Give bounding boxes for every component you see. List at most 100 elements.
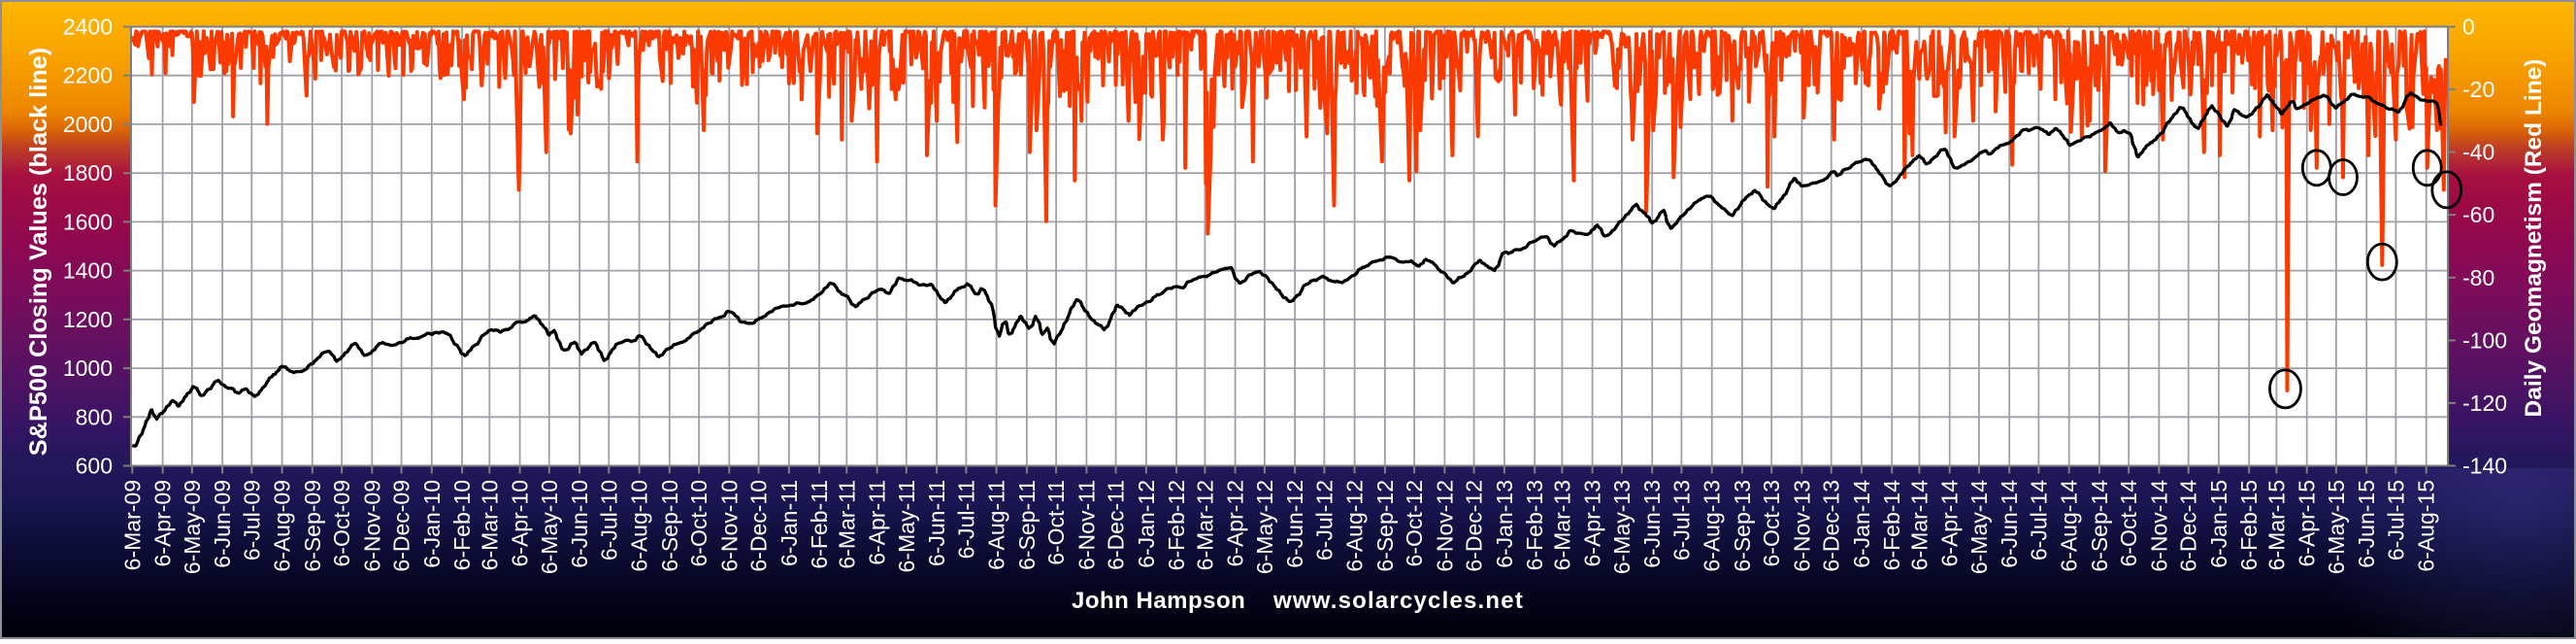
svg-text:6-Aug-14: 6-Aug-14 [2057,480,2082,572]
svg-text:0: 0 [2462,15,2475,40]
svg-text:6-Oct-13: 6-Oct-13 [1759,480,1784,566]
svg-text:6-Mar-12: 6-Mar-12 [1192,480,1217,570]
svg-text:6-Apr-13: 6-Apr-13 [1580,480,1605,566]
svg-text:6-Feb-12: 6-Feb-12 [1164,480,1189,570]
svg-text:6-Oct-12: 6-Oct-12 [1402,480,1427,566]
svg-text:6-Apr-10: 6-Apr-10 [508,480,533,566]
svg-text:-120: -120 [2462,390,2507,416]
svg-text:6-Oct-09: 6-Oct-09 [329,480,354,566]
svg-text:6-May-11: 6-May-11 [894,480,919,572]
svg-text:6-May-14: 6-May-14 [1966,480,1992,574]
svg-text:6-Feb-14: 6-Feb-14 [1879,480,1904,571]
svg-text:6-May-10: 6-May-10 [537,480,562,574]
svg-text:6-Jul-12: 6-Jul-12 [1311,480,1337,560]
svg-text:6-Aug-15: 6-Aug-15 [2414,480,2439,572]
svg-text:6-Nov-09: 6-Nov-09 [359,480,384,572]
svg-text:2200: 2200 [63,63,113,88]
svg-text:6-Jun-11: 6-Jun-11 [924,480,949,566]
svg-text:6-Jul-10: 6-Jul-10 [596,480,621,560]
svg-text:6-Oct-10: 6-Oct-10 [686,480,711,566]
svg-text:6-Feb-13: 6-Feb-13 [1522,480,1547,570]
svg-text:6-Aug-11: 6-Aug-11 [984,480,1009,570]
svg-text:6-Mar-15: 6-Mar-15 [2263,480,2289,570]
svg-text:6-Aug-09: 6-Aug-09 [270,480,295,572]
svg-text:6-Dec-09: 6-Dec-09 [389,480,414,572]
svg-text:6-May-15: 6-May-15 [2324,480,2349,574]
svg-text:6-Aug-10: 6-Aug-10 [627,480,652,572]
svg-text:6-Jan-14: 6-Jan-14 [1849,480,1874,568]
svg-text:S&P500 Closing Values (black l: S&P500 Closing Values (black line) [25,48,52,456]
svg-text:600: 600 [76,454,113,479]
svg-text:1400: 1400 [63,258,113,284]
svg-text:6-Dec-12: 6-Dec-12 [1462,480,1487,572]
svg-text:www.solarcycles.net: www.solarcycles.net [1272,588,1524,614]
svg-text:6-Sep-10: 6-Sep-10 [657,480,682,572]
svg-text:6-May-13: 6-May-13 [1609,480,1635,574]
svg-text:-20: -20 [2462,77,2494,102]
svg-text:6-Aug-12: 6-Aug-12 [1342,480,1368,572]
svg-text:6-Jan-12: 6-Jan-12 [1134,480,1159,568]
svg-text:6-Mar-13: 6-Mar-13 [1549,480,1574,570]
svg-text:6-Apr-09: 6-Apr-09 [150,480,176,566]
svg-text:6-Sep-11: 6-Sep-11 [1014,480,1040,570]
svg-text:6-Apr-15: 6-Apr-15 [2295,480,2320,566]
svg-text:6-Dec-13: 6-Dec-13 [1819,480,1844,572]
svg-text:-100: -100 [2462,327,2507,353]
svg-text:1200: 1200 [63,307,113,332]
svg-text:6-Nov-10: 6-Nov-10 [716,480,742,572]
svg-text:6-Jul-14: 6-Jul-14 [2026,480,2051,560]
svg-text:6-Sep-09: 6-Sep-09 [300,480,325,572]
svg-text:6-Mar-11: 6-Mar-11 [834,480,859,569]
svg-text:6-Mar-14: 6-Mar-14 [1906,480,1932,571]
svg-text:2400: 2400 [63,15,113,40]
svg-text:6-Jan-15: 6-Jan-15 [2206,480,2231,568]
svg-text:6-Jan-11: 6-Jan-11 [776,480,802,566]
svg-text:6-Jun-09: 6-Jun-09 [210,480,235,568]
svg-text:-140: -140 [2462,454,2507,479]
svg-text:6-Jan-10: 6-Jan-10 [419,480,445,568]
svg-text:6-Aug-13: 6-Aug-13 [1700,480,1725,572]
svg-text:6-Nov-14: 6-Nov-14 [2146,480,2171,572]
svg-text:2000: 2000 [63,112,113,137]
svg-text:6-Sep-13: 6-Sep-13 [1730,480,1755,572]
svg-text:6-Feb-10: 6-Feb-10 [449,480,475,570]
svg-text:6-Jun-15: 6-Jun-15 [2354,480,2379,568]
svg-text:6-May-09: 6-May-09 [180,480,205,574]
svg-text:6-Apr-14: 6-Apr-14 [1937,480,1963,567]
svg-text:Daily Geomagnetism (Red Line): Daily Geomagnetism (Red Line) [2521,59,2547,418]
svg-text:-40: -40 [2462,140,2494,165]
svg-text:6-Jul-13: 6-Jul-13 [1668,480,1694,560]
svg-text:6-Apr-12: 6-Apr-12 [1223,480,1248,566]
svg-text:1600: 1600 [63,209,113,234]
svg-text:6-Feb-11: 6-Feb-11 [807,480,832,569]
svg-text:6-Dec-11: 6-Dec-11 [1104,480,1129,570]
svg-text:6-Oct-11: 6-Oct-11 [1043,480,1069,565]
svg-text:6-May-12: 6-May-12 [1252,480,1277,574]
svg-text:6-Jun-13: 6-Jun-13 [1639,480,1665,568]
svg-text:6-Mar-10: 6-Mar-10 [477,480,502,570]
svg-text:6-Jun-10: 6-Jun-10 [567,480,592,568]
svg-text:6-Nov-12: 6-Nov-12 [1432,480,1457,572]
svg-text:John Hampson: John Hampson [1072,588,1245,614]
svg-text:6-Mar-09: 6-Mar-09 [119,480,145,570]
svg-text:6-Dec-10: 6-Dec-10 [746,480,772,572]
svg-text:6-Jan-13: 6-Jan-13 [1492,480,1517,568]
svg-text:6-Feb-15: 6-Feb-15 [2236,480,2262,570]
svg-text:6-Jul-15: 6-Jul-15 [2383,480,2408,560]
svg-text:6-Dec-14: 6-Dec-14 [2176,480,2201,572]
svg-text:6-Jun-14: 6-Jun-14 [1997,480,2022,568]
svg-text:-80: -80 [2462,265,2494,290]
svg-text:6-Apr-11: 6-Apr-11 [865,480,890,565]
svg-text:6-Sep-12: 6-Sep-12 [1372,480,1398,572]
svg-text:-60: -60 [2462,202,2494,227]
svg-text:6-Nov-11: 6-Nov-11 [1073,480,1099,570]
svg-text:6-Nov-13: 6-Nov-13 [1789,480,1814,572]
svg-text:6-Oct-14: 6-Oct-14 [2116,480,2141,567]
svg-text:1000: 1000 [63,356,113,381]
svg-text:800: 800 [76,404,113,429]
svg-text:6-Jul-11: 6-Jul-11 [953,480,978,559]
svg-text:6-Jun-12: 6-Jun-12 [1282,480,1307,568]
svg-text:1800: 1800 [63,160,113,186]
svg-text:6-Sep-14: 6-Sep-14 [2087,480,2112,572]
svg-text:6-Jul-09: 6-Jul-09 [239,480,264,560]
